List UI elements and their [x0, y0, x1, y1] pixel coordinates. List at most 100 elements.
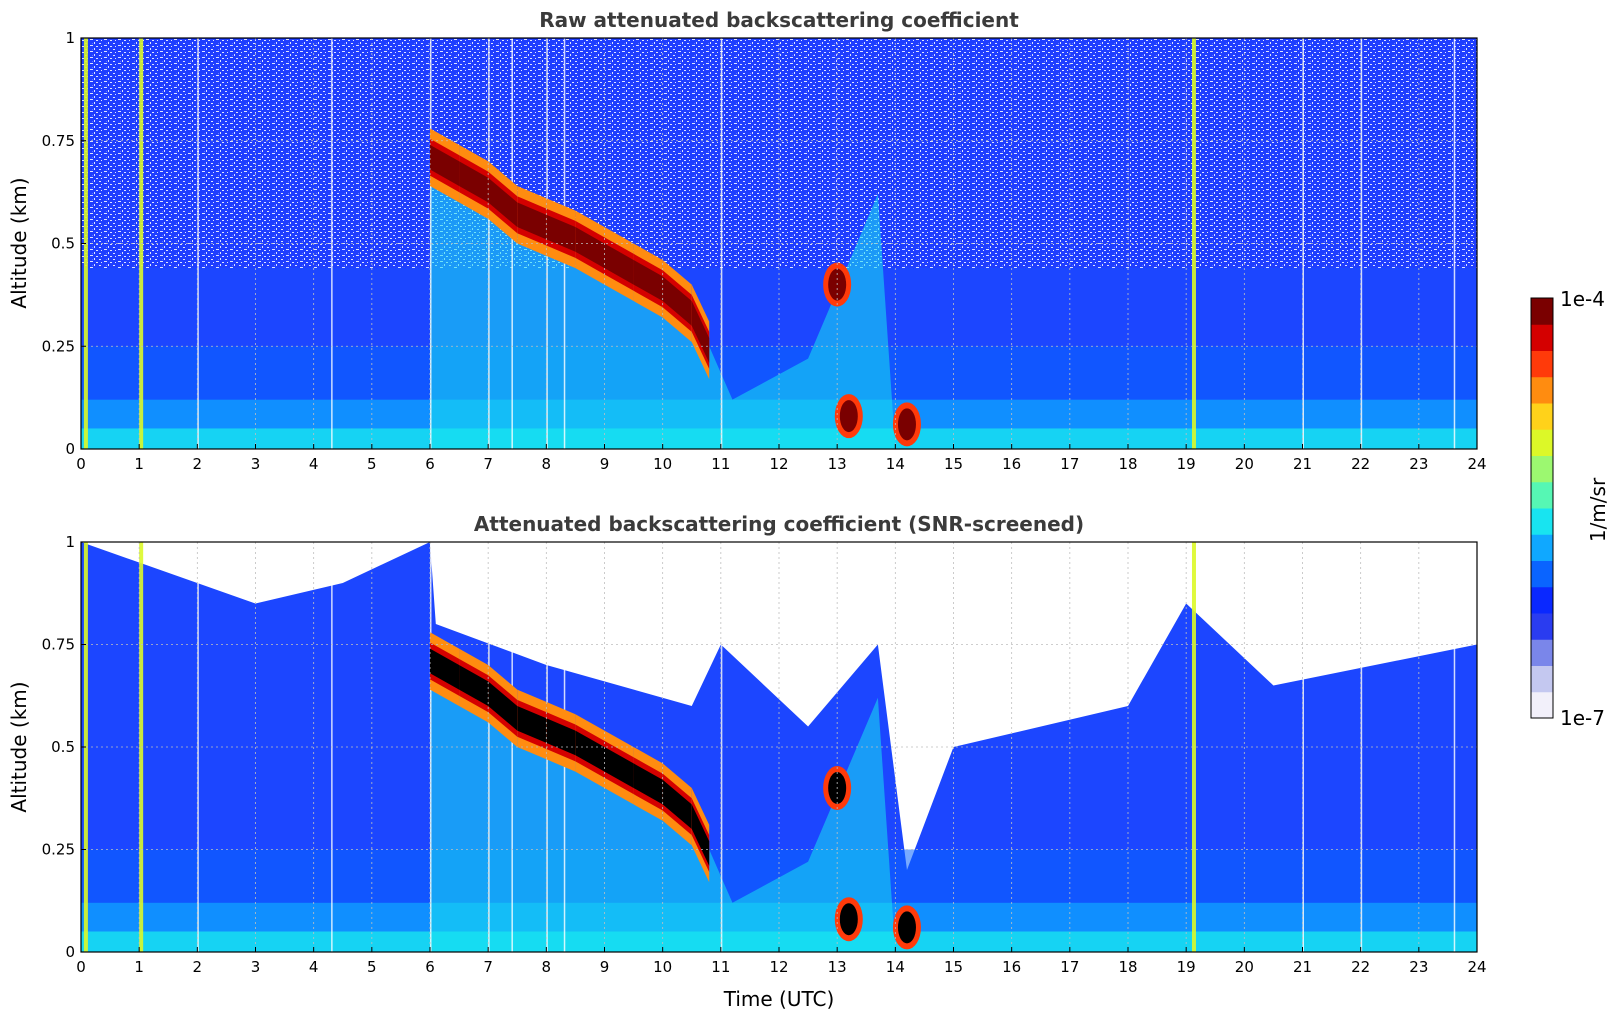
x-tick-label: 22 [1351, 455, 1370, 473]
cloud-core [546, 214, 576, 252]
colorbar-swatch [1531, 639, 1553, 666]
y-tick-label: 0.5 [51, 235, 75, 253]
vertical-artifact [1191, 542, 1196, 952]
x-tick-label: 1 [134, 455, 144, 473]
cloud-core [459, 665, 489, 706]
x-tick-label: 15 [944, 958, 963, 976]
x-tick-label: 7 [483, 958, 493, 976]
colorbar-swatch [1531, 534, 1553, 561]
screened-y-axis-label: Altitude (km) [7, 681, 31, 812]
x-tick-label: 0 [76, 958, 86, 976]
colorbar-swatch [1531, 298, 1553, 325]
x-tick-label: 2 [193, 958, 203, 976]
y-tick-label: 0.25 [42, 337, 75, 355]
y-tick-label: 1 [65, 29, 75, 47]
cloud-core [691, 301, 710, 363]
colorbar-swatch [1531, 403, 1553, 430]
data-gap [1453, 38, 1456, 449]
cloud-core [604, 747, 634, 788]
x-tick-label: 6 [425, 958, 435, 976]
data-gap [197, 542, 199, 952]
x-tick-label: 18 [1118, 455, 1137, 473]
x-tick-label: 15 [944, 455, 963, 473]
x-tick-label: 21 [1293, 958, 1312, 976]
x-tick-label: 23 [1409, 455, 1428, 473]
x-tick-label: 23 [1409, 958, 1428, 976]
colorbar-swatch [1531, 586, 1553, 614]
colorbar-swatch [1531, 376, 1553, 404]
data-gap [430, 38, 432, 449]
cloud-core [633, 763, 663, 805]
low-cloud-core [839, 400, 858, 433]
x-tick-label: 5 [367, 958, 377, 976]
raw-gridlines [80, 37, 1478, 450]
x-tick-label: 19 [1177, 958, 1196, 976]
x-tick-label: 2 [193, 455, 203, 473]
x-tick-label: 9 [600, 455, 610, 473]
cloud-core [517, 202, 547, 240]
cloud-core [430, 144, 460, 186]
cloud-core [633, 259, 663, 302]
y-tick-label: 0.75 [42, 636, 75, 654]
colorbar-swatch [1531, 324, 1553, 351]
colorbar-swatch [1531, 481, 1553, 509]
vertical-artifact [1191, 38, 1196, 449]
colorbar: 1e-4 1e-7 1/m/sr [1530, 287, 1610, 730]
x-tick-label: 12 [769, 958, 788, 976]
y-tick-label: 0.5 [51, 738, 75, 756]
cloud-core [430, 648, 460, 690]
x-tick-label: 10 [653, 958, 672, 976]
cloud-core [459, 161, 489, 203]
x-tick-label: 8 [542, 958, 552, 976]
data-gap [1302, 38, 1304, 449]
x-tick-label: 20 [1235, 455, 1254, 473]
x-tick-label: 3 [251, 958, 261, 976]
cloud-core [604, 243, 634, 285]
data-gap [197, 38, 199, 449]
colorbar-max-label: 1e-4 [1560, 287, 1605, 311]
x-tick-label: 12 [769, 455, 788, 473]
raw-y-axis-label: Altitude (km) [7, 177, 31, 308]
x-tick-label: 21 [1293, 455, 1312, 473]
x-tick-label: 1 [134, 958, 144, 976]
data-gap [1302, 542, 1304, 952]
y-tick-label: 1 [65, 533, 75, 551]
x-tick-label: 5 [367, 455, 377, 473]
x-tick-label: 17 [1060, 958, 1079, 976]
x-tick-label: 22 [1351, 958, 1370, 976]
x-tick-label: 3 [251, 455, 261, 473]
cloud-core [575, 227, 605, 269]
y-tick-label: 0 [65, 943, 75, 961]
colorbar-swatch [1531, 455, 1553, 483]
raw-x-tick-labels: 0 1 2 3 4 5 6 7 8 9 10 11 12 13 14 15 16 17 18 19 20 21 22 23 24 [76, 455, 1486, 473]
screened-plot-frame [80, 541, 1478, 953]
screened-x-tick-labels: 0 1 2 3 4 5 6 7 8 9 10 11 12 13 14 15 16 17 18 19 20 21 22 23 24 [76, 958, 1486, 976]
x-tick-label: 9 [600, 958, 610, 976]
colorbar-swatch [1531, 429, 1553, 456]
cloud-core [488, 177, 518, 228]
colorbar-swatch [1531, 691, 1553, 719]
cloud-core [662, 276, 692, 326]
screened-panel-title: Attenuated backscattering coefficient (S… [474, 512, 1084, 536]
data-gap [488, 542, 490, 952]
colorbar-swatch [1531, 665, 1553, 693]
x-tick-label: 13 [828, 958, 847, 976]
y-tick-label: 0.25 [42, 841, 75, 859]
x-tick-label: 19 [1177, 455, 1196, 473]
y-tick-label: 0.75 [42, 132, 75, 150]
colorbar-min-label: 1e-7 [1560, 706, 1605, 730]
cloud-core [546, 718, 576, 756]
x-tick-label: 4 [309, 958, 319, 976]
colorbar-swatch [1531, 613, 1553, 640]
data-gap [430, 542, 432, 952]
x-tick-label: 24 [1467, 958, 1486, 976]
raw-y-tick-labels: 0 0.25 0.5 0.75 1 [42, 29, 75, 458]
x-tick-label: 10 [653, 455, 672, 473]
x-tick-label: 7 [483, 455, 493, 473]
colorbar-frame [1530, 297, 1554, 719]
x-tick-label: 11 [711, 455, 730, 473]
colorbar-unit-label: 1/m/sr [1586, 477, 1610, 542]
raw-backscatter-panel: 0 1 2 3 4 5 6 7 8 9 10 11 12 13 14 15 16 17 18 19 20 21 22 23 24… [7, 8, 1487, 473]
raw-panel-title: Raw attenuated backscattering coefficien… [539, 8, 1019, 32]
